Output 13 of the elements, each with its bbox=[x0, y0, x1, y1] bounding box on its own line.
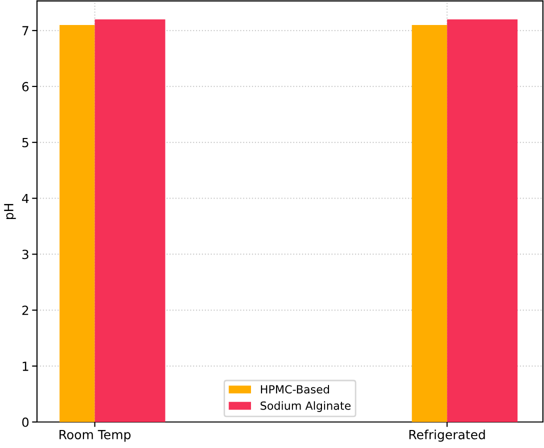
y-tick-label: 3 bbox=[22, 250, 28, 260]
legend-label: Sodium Alginate bbox=[260, 401, 351, 412]
legend-label: HPMC-Based bbox=[260, 384, 329, 394]
y-axis-title: pH bbox=[4, 204, 16, 219]
y-tick-label: 5 bbox=[22, 138, 28, 148]
y-tick-label: 2 bbox=[22, 306, 28, 315]
y-tick-label: 1 bbox=[22, 362, 28, 371]
y-tick-label: 6 bbox=[22, 82, 29, 92]
x-tick-label: Room Temp bbox=[60, 430, 131, 442]
y-tick-label: 7 bbox=[22, 26, 28, 36]
x-tick-label: Refrigerated bbox=[409, 430, 485, 442]
y-tick-label: 0 bbox=[22, 417, 29, 427]
y-tick-label: 4 bbox=[22, 194, 29, 204]
